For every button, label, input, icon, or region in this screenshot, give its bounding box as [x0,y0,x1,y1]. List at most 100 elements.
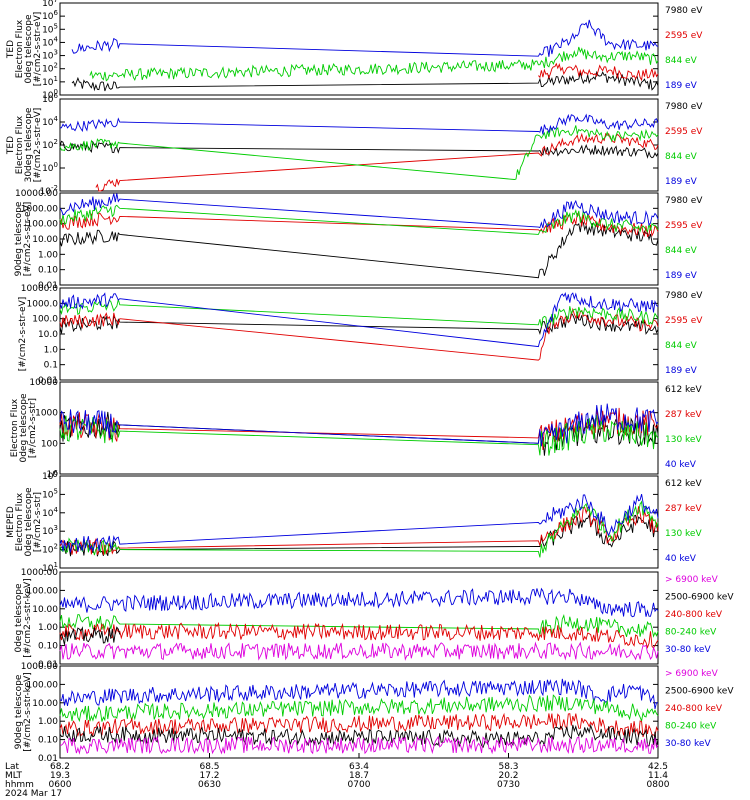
panel-2-ylabel: Electron Flux [15,115,25,174]
panel-2-ytick-label: 102 [42,138,58,151]
panel-8-legend-1: 2500-6900 keV [665,687,734,697]
panel-3-ytick-label: 10000.00 [15,189,58,199]
panel-5-ytick-label: 10000 [29,378,58,388]
panel-2-ylabel: [#/cm2-s-str-eV] [33,108,43,183]
panel-6-frame [59,475,659,569]
panel-7-legend-4: 30-80 keV [665,645,711,655]
panel-1-ytick-label: 105 [42,22,58,35]
panel-3-series-7980-eV [59,219,659,279]
panel-4-ylabel: [#/cm2-s-str-eV] [18,297,28,372]
panel-7-series-2500-6900-keV [59,626,121,645]
panel-1-legend-1: 2595 eV [665,31,703,41]
panel-8-series-80-240-keV [59,694,659,723]
panel-6-ylabel: [#/cm2-s-str] [33,492,43,552]
panel-4-ytick-label: 10000.0 [21,284,58,294]
panel-7-legend-2: 240-800 keV [665,610,723,620]
panel-1-ytick-label: 101 [42,75,58,88]
panel-3-ytick-label: 1.00 [38,250,58,260]
x-tick-time: 0730 [497,780,520,790]
x-tick-mlt: 19.3 [50,771,70,781]
panel-7-frame [59,571,659,665]
panel-2-series-844-eV [59,125,659,180]
x-tick-time: 0600 [49,780,72,790]
panel-8-ytick-label: 1.00 [38,717,58,727]
panel-2-legend-1: 2595 eV [665,127,703,137]
panel-1-series-189-eV [71,19,659,57]
panel-7-legend-0: > 6900 keV [665,575,719,585]
panel-3-ylabel: 90deg telescope [14,201,24,276]
panel-1-ylabel: Electron Flux [15,19,25,78]
panel-2-series-189-eV [59,113,659,135]
panel-3-series-189-eV [59,193,659,229]
panel-3-legend-1: 2595 eV [665,221,703,231]
panel-1-ylabel: 0deg telescope [24,14,34,84]
panel-4-series-189-eV [59,291,659,348]
panel-1-ytick-label: 104 [42,35,58,48]
panel-5-legend-1: 287 keV [665,410,702,420]
panel-7-ytick-label: 0.10 [38,642,58,652]
panel-7-legend-1: 2500-6900 keV [665,593,734,603]
x-tick-time: 0800 [647,780,670,790]
panel-7-ytick-label: 10.00 [32,605,58,615]
panel-2-ytick-label: 10-2 [40,184,58,197]
x-date-label: 2024 Mar 17 [5,789,62,799]
x-tick-mlt: 11.4 [648,771,668,781]
panel-4-ytick-label: 0.01 [38,376,58,386]
panel-1-legend-2: 844 eV [665,56,698,66]
panel-3-legend-2: 844 eV [665,246,698,256]
panel-6-ytick-label: 101 [42,561,58,574]
panel-1-ytick-label: 100 [42,88,58,101]
panel-3-ytick-label: 1000.00 [21,204,58,214]
panel-8-ylabel: [#/cm2-s-str-keV] [23,672,33,751]
panel-2-legend-3: 189 eV [665,177,698,187]
panel-8-series--6900-keV [59,735,659,755]
panel-2-ylabel: TED [6,136,16,155]
panel-3-series-844-eV [59,204,659,235]
panel-7-ylabel: [#/cm2-s-str-keV] [23,578,33,657]
panel-5-legend-0: 612 keV [665,385,702,395]
panel-6-legend-0: 612 keV [665,479,702,489]
panel-4-legend-2: 844 eV [665,341,698,351]
x-tick-lat: 42.5 [648,762,668,772]
panel-5-series-40-keV [59,403,659,447]
panel-5-ytick-label: 10 [47,470,59,480]
panel-2-series-7980-eV [59,140,659,159]
x-tick-mlt: 17.2 [199,771,219,781]
panel-6-ytick-label: 104 [42,506,58,519]
panel-3-ytick-label: 0.10 [38,266,58,276]
panel-5-ylabel: [#/cm2-s-str] [28,398,38,458]
panel-6-ytick-label: 105 [42,487,58,500]
panel-1-legend-3: 189 eV [665,81,698,91]
panel-6-series-130-keV [59,500,659,558]
panel-1-ylabel: TED [6,40,16,59]
panel-2-ylabel: 30deg telescope [24,107,34,182]
panel-8-series-30-80-keV [59,678,659,710]
panel-8-ytick-label: 10.00 [32,699,58,709]
panel-8-ylabel: 90deg telescope [14,674,24,749]
panel-7-ytick-label: 100.00 [27,586,59,596]
panel-2-ytick-label: 104 [42,115,58,128]
panel-4-ytick-label: 1000.0 [27,299,59,309]
panel-1-ytick-label: 103 [42,49,58,62]
x-tick-lat: 63.4 [349,762,369,772]
panel-4-legend-0: 7980 eV [665,291,703,301]
x-row-label-mlt: MLT [5,771,23,781]
panel-7-ylabel: 0deg telescope [14,583,24,653]
panel-2-ytick-label: 106 [42,92,58,105]
panel-1-ytick-label: 107 [42,0,58,9]
x-tick-lat: 68.5 [199,762,219,772]
panel-1-series-844-eV [89,46,659,82]
panel-2-legend-2: 844 eV [665,152,698,162]
panel-6-ylabel: MEPED [6,506,16,538]
panel-1-legend-0: 7980 eV [665,6,703,16]
panel-6-ylabel: 0deg telescope [24,487,34,557]
panel-1-ytick-label: 102 [42,62,58,75]
x-tick-lat: 68.2 [50,762,70,772]
panel-1-ylabel: [#/cm2-s-str-eV] [33,12,43,87]
x-tick-time: 0630 [198,780,221,790]
panel-7-ytick-label: 1000.00 [21,568,58,578]
panel-6-legend-1: 287 keV [665,504,702,514]
panel-8-ytick-label: 0.10 [38,736,58,746]
panel-3-legend-3: 189 eV [665,271,698,281]
